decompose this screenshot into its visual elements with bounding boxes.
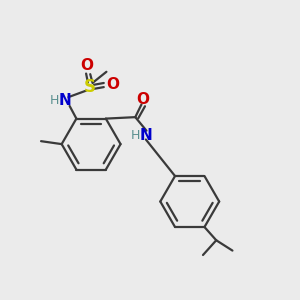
Text: O: O <box>80 58 93 73</box>
Text: S: S <box>84 78 96 96</box>
Text: N: N <box>140 128 152 143</box>
Text: H: H <box>130 129 140 142</box>
Text: O: O <box>136 92 149 107</box>
Text: H: H <box>50 94 60 106</box>
Text: O: O <box>106 77 119 92</box>
Text: N: N <box>58 93 71 108</box>
